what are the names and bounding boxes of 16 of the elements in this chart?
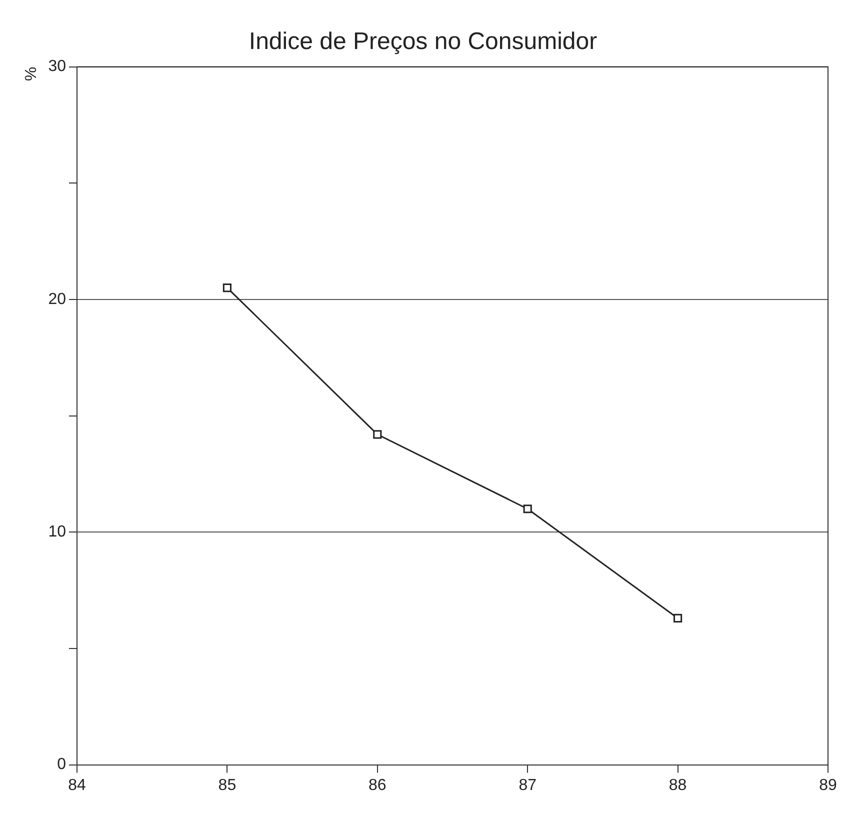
x-tick-label: 84 (68, 776, 86, 794)
x-tick-label: 89 (819, 776, 837, 794)
y-tick-label: 20 (48, 290, 66, 308)
point (523, 504, 532, 514)
point (373, 430, 382, 439)
point (222, 284, 232, 292)
x-tick-label: 86 (368, 776, 386, 794)
y-axis-title: % (23, 66, 40, 82)
y-tick-label: 10 (48, 524, 66, 541)
x-tick-label: 85 (218, 776, 236, 794)
x-tick-label: 87 (518, 776, 537, 794)
y-tick-label: 0 (57, 756, 66, 774)
x-tick-label: 88 (668, 776, 687, 794)
chart-title: Indice de Preços no Consumidor (248, 28, 598, 56)
y-tick-label: 30 (48, 58, 66, 76)
point (674, 614, 682, 623)
